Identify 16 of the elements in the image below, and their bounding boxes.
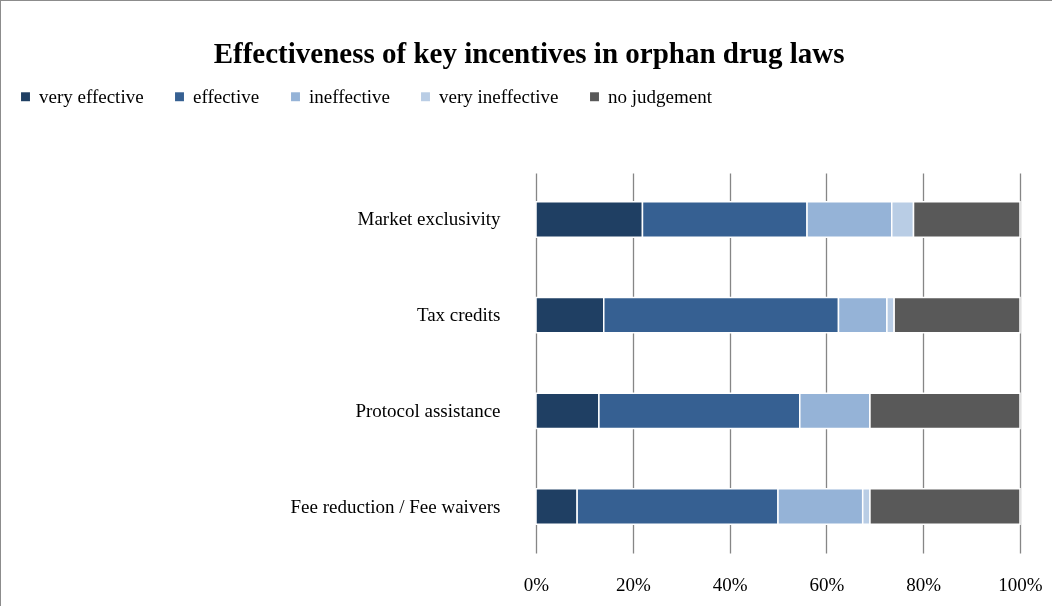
- legend-label: very effective: [39, 85, 144, 107]
- y-tick-label: Market exclusivity: [357, 208, 501, 230]
- x-tick-label: 80%: [906, 573, 942, 595]
- x-tick-label: 40%: [712, 573, 748, 595]
- y-tick-label: Tax credits: [416, 304, 501, 326]
- y-tick-label: Protocol assistance: [355, 399, 501, 421]
- x-tick-label: 0%: [523, 573, 550, 595]
- legend-label: effective: [193, 85, 260, 107]
- legend-label: ineffective: [309, 85, 390, 107]
- legend-label: very ineffective: [439, 85, 559, 107]
- x-tick-label: 100%: [998, 573, 1043, 595]
- x-tick-label: 20%: [615, 573, 651, 595]
- legend-label: no judgement: [608, 85, 713, 107]
- y-tick-label: Fee reduction / Fee waivers: [290, 495, 501, 517]
- x-tick-label: 60%: [809, 573, 845, 595]
- chart-title: Effectiveness of key incentives in orphan drug laws: [213, 37, 845, 69]
